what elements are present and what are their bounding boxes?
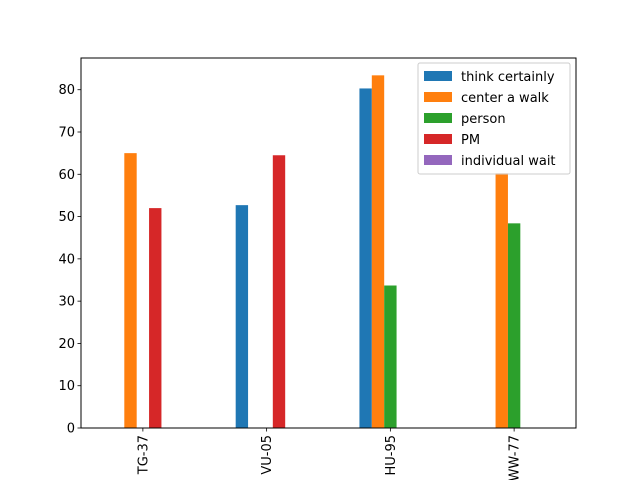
bar-vu-05-series-3 [272,155,286,428]
bar-hu-95-series-2 [384,285,397,428]
y-tick-label: 10 [58,379,75,394]
y-tick-label: 80 [58,83,75,98]
legend-swatch [424,113,452,123]
legend-swatch [424,155,452,165]
legend-label: person [461,112,506,127]
bar-vu-05-series-0 [235,205,249,428]
bar-ww-77-series-1 [495,173,508,428]
y-tick-label: 70 [58,126,75,141]
y-tick-label: 0 [67,422,75,437]
bars-group [124,75,521,428]
x-tick-label: WW-77 [508,435,523,480]
x-axis: TG-37 VU-05 HU-95 WW-77 [136,428,523,480]
plot-frame [80,57,577,429]
legend-swatch [424,71,452,81]
legend-label: individual wait [461,154,556,169]
x-tick-label: TG-37 [136,435,151,475]
bar-tg-37-series-1 [124,153,137,428]
y-tick-label: 60 [58,168,75,183]
y-tick-label: 20 [58,337,75,352]
legend-label: think certainly [461,70,555,85]
x-tick-label: HU-95 [384,435,399,476]
legend-swatch [424,134,452,144]
bar-ww-77-series-2 [507,223,521,428]
y-tick-label: 40 [58,252,75,267]
y-tick-label: 30 [58,295,75,310]
legend-label: center a walk [461,91,549,106]
bar-hu-95-series-1 [371,75,385,428]
legend: think certainly center a walk person PM indi… [417,62,571,175]
y-axis: 0 10 20 30 40 50 60 70 80 [58,83,81,437]
legend-label: PM [461,133,480,148]
legend-swatch [424,92,452,102]
bar-tg-37-series-3 [149,208,162,428]
x-tick-label: VU-05 [260,435,275,475]
bar-hu-95-series-0 [359,88,372,428]
y-tick-label: 50 [58,210,75,225]
legend-box [417,62,571,175]
